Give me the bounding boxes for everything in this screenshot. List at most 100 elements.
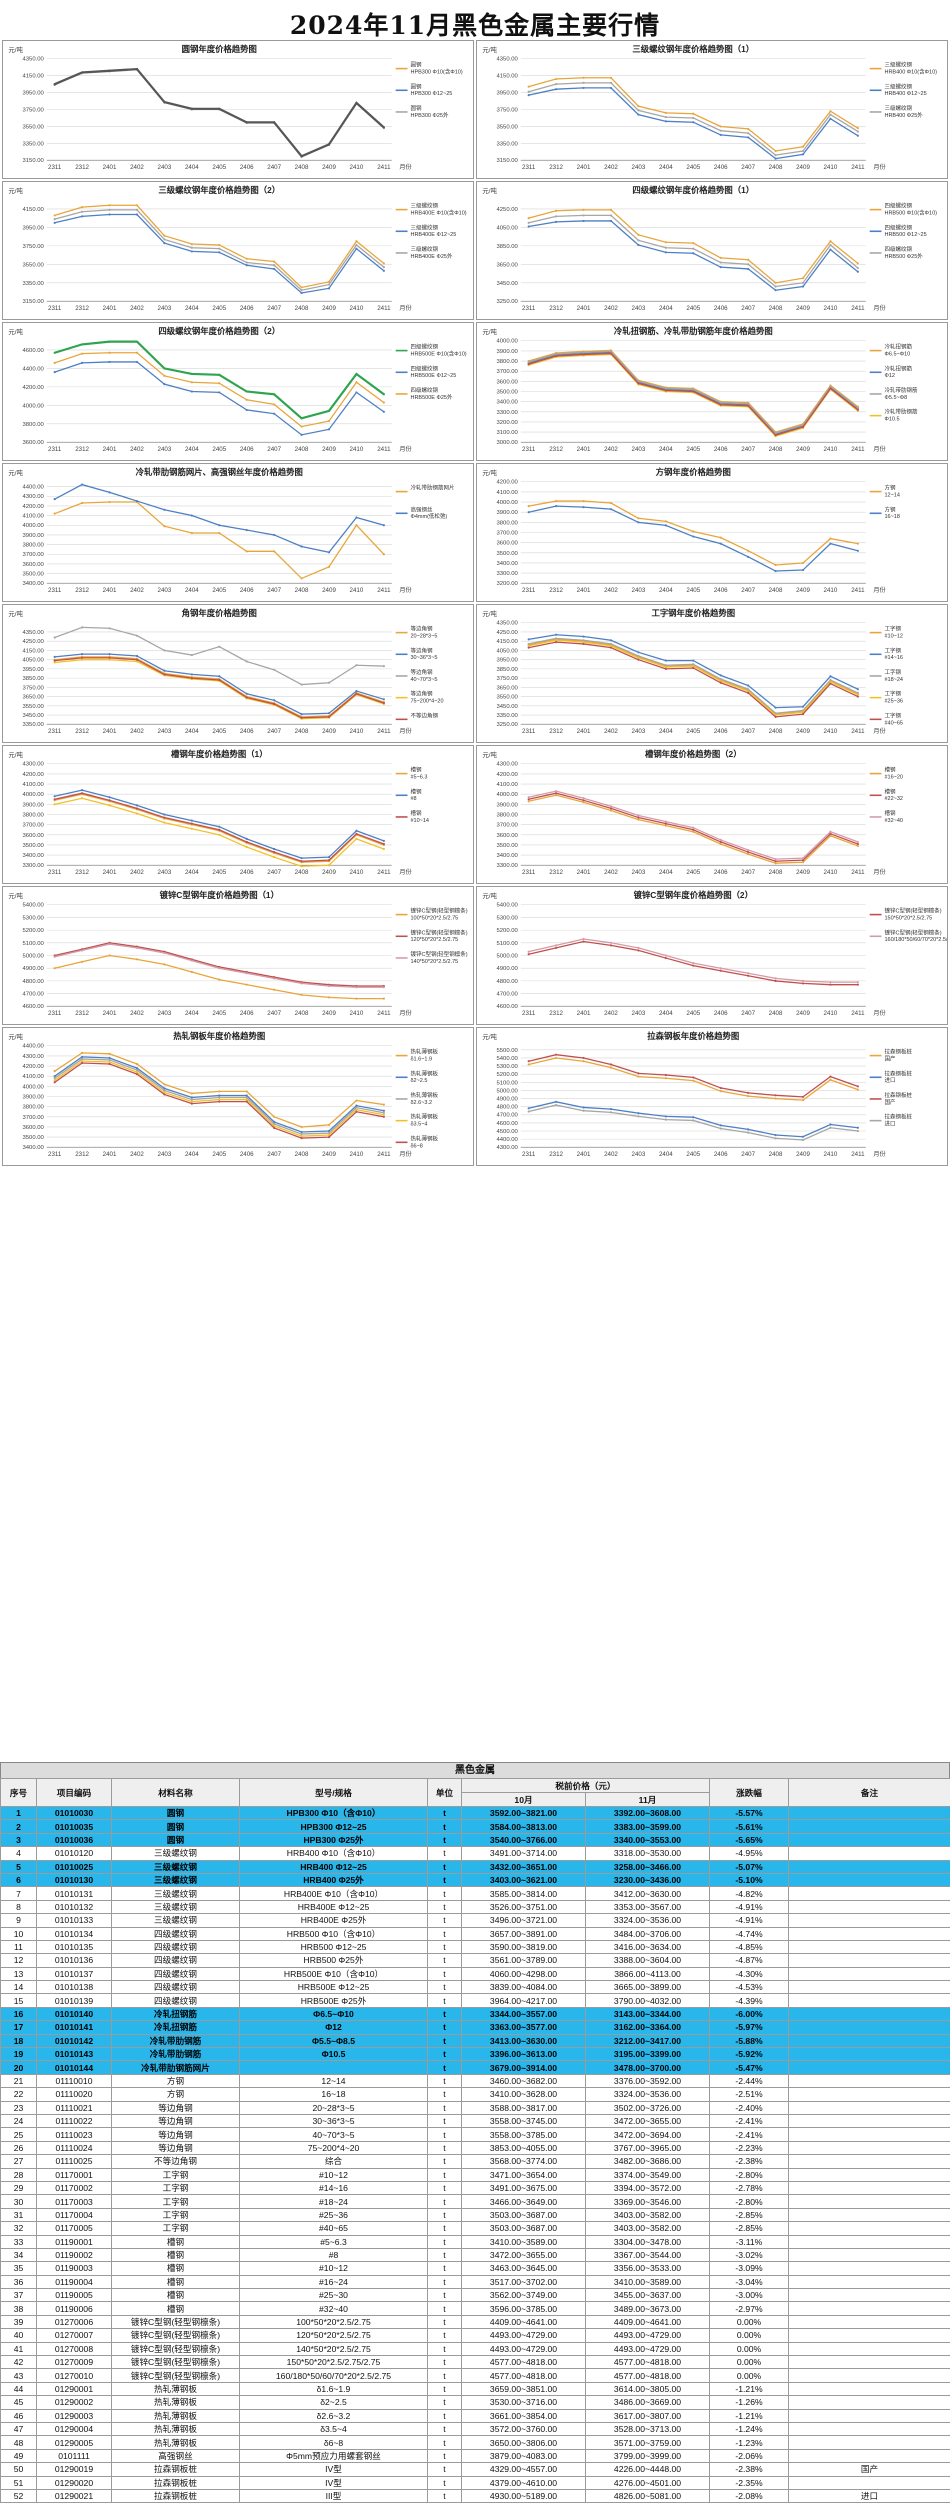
cell-change: -4.74%: [709, 1926, 790, 1941]
data-point: [327, 1136, 331, 1139]
x-tick-label: 2312: [75, 587, 89, 594]
data-point: [382, 997, 385, 1000]
data-point: [190, 1102, 193, 1105]
cell-change: -6.00%: [709, 2006, 790, 2022]
y-tick-label: 3400.00: [22, 1145, 44, 1151]
data-point: [664, 824, 667, 827]
data-point: [774, 715, 777, 718]
data-point: [327, 1133, 331, 1137]
cell-nov-price: 3416.00~3634.00: [584, 1939, 711, 1955]
cell-name: 镀锌C型钢(轻型钢檩条): [111, 2328, 240, 2343]
y-tick-label: 3700.00: [496, 823, 518, 829]
data-point: [829, 983, 832, 986]
cell-change: 0.00%: [709, 2341, 790, 2357]
data-point: [273, 412, 276, 415]
x-tick-label: 2401: [577, 728, 591, 735]
table-row: 40 01270007 镀锌C型钢(轻型钢檩条) 120*50*20*2.5/2.75…: [0, 2328, 950, 2343]
data-point: [300, 1135, 303, 1138]
cell-change: -1.24%: [709, 2421, 790, 2437]
data-point: [53, 351, 56, 354]
data-point: [81, 1055, 84, 1058]
cell-code: 01010036: [36, 1832, 112, 1848]
data-point: [245, 837, 248, 840]
cell-spec: HPB300 Φ25外: [239, 1832, 428, 1848]
data-point: [747, 1128, 750, 1131]
cell-name: 四级螺纹钢: [111, 1966, 240, 1982]
cell-nov-price: 3482.00~3686.00: [584, 2154, 711, 2169]
table-row: 21 01110010 方钢 12~14 t 3460.00~3682.00 3376.00…: [0, 2073, 950, 2089]
x-tick-label: 2407: [267, 869, 281, 876]
data-point: [382, 1113, 385, 1116]
data-point: [245, 845, 248, 849]
table-row: 35 01190003 槽钢 #10~12 t 3463.00~3645.00 3356.0…: [0, 2261, 950, 2276]
data-point: [747, 267, 750, 271]
y-tick-label: 3800.00: [496, 520, 518, 526]
y-tick-label: 3250.00: [496, 299, 518, 305]
legend-label: 拉森钢板桩进口: [884, 1069, 912, 1084]
x-tick-label: 2404: [185, 1151, 199, 1158]
y-tick-label: 3950.00: [496, 658, 518, 664]
x-tick-label: 2410: [824, 446, 838, 453]
cell-unit: t: [427, 2247, 462, 2263]
cell-unit: t: [427, 2488, 462, 2503]
cell-note: [788, 2368, 950, 2383]
data-point: [108, 491, 111, 494]
cell-nov-price: 3403.00~3582.00: [584, 2207, 711, 2223]
cell-seq: 18: [0, 2033, 37, 2049]
data-point: [774, 569, 777, 573]
x-tick-label: 2409: [796, 1151, 810, 1158]
data-point: [163, 1087, 166, 1090]
x-tick-label: 2406: [240, 446, 254, 453]
line-chart: 四级螺纹钢年度价格趋势图（2）元/吨3600.003800.004000.004…: [8, 326, 466, 453]
data-point: [664, 116, 667, 119]
data-point: [53, 967, 56, 970]
y-tick-label: 4600.00: [496, 1004, 518, 1010]
data-point: [719, 542, 722, 545]
cell-change: -2.51%: [709, 2087, 790, 2102]
x-tick-label: 2405: [686, 446, 700, 453]
data-point: [135, 658, 139, 661]
x-tick-label: 2311: [522, 305, 536, 312]
data-point: [801, 277, 805, 280]
data-point: [81, 960, 84, 963]
chart-panel-11: 槽钢年度价格趋势图（1） 元/吨 3300.00 3400.00 3500.00 3600…: [2, 745, 474, 884]
y-tick-label: 5100.00: [496, 941, 518, 947]
data-point: [555, 354, 558, 358]
data-point: [163, 1089, 166, 1092]
cell-code: 01190005: [36, 2288, 112, 2303]
x-tick-label: 2407: [267, 728, 281, 735]
y-tick-label: 4300.00: [22, 762, 44, 768]
data-point: [527, 644, 530, 647]
data-point: [582, 208, 585, 211]
data-point: [692, 964, 695, 967]
cell-change: -1.26%: [709, 2395, 790, 2410]
cell-change: -4.30%: [709, 1966, 790, 1982]
cell-unit: t: [427, 2475, 462, 2490]
cell-spec: HRB400 Φ12~25: [239, 1859, 428, 1874]
cell-seq: 13: [0, 1966, 37, 1982]
cell-name: 槽钢: [111, 2274, 240, 2290]
y-tick-label: 3950.00: [22, 225, 44, 231]
data-point: [108, 658, 111, 661]
data-point: [355, 664, 358, 667]
x-tick-label: 2406: [714, 305, 728, 312]
cell-seq: 37: [0, 2288, 37, 2303]
chart-title: 工字钢年度价格趋势图: [651, 608, 735, 618]
x-tick-label: 2402: [130, 164, 144, 171]
y-tick-label: 3800.00: [22, 1105, 44, 1111]
x-tick-label: 2407: [741, 164, 755, 171]
series-line: [528, 220, 859, 291]
chart-title: 槽钢年度价格趋势图（2）: [645, 749, 742, 759]
x-tick-label: 2409: [322, 164, 336, 171]
data-point: [163, 951, 166, 955]
data-point: [609, 86, 613, 90]
x-tick-label: 2312: [75, 164, 89, 171]
cell-spec: 综合: [239, 2154, 428, 2169]
x-tick-label: 2410: [350, 446, 364, 453]
y-tick-label: 3350.00: [22, 141, 44, 147]
data-point: [719, 674, 722, 677]
table-row: 30 01170003 工字钢 #18~24 t 3466.00~3649.00 3369.…: [0, 2194, 950, 2209]
x-tick-label: 2408: [769, 1151, 783, 1158]
data-point: [355, 1104, 358, 1107]
data-point: [747, 689, 750, 693]
